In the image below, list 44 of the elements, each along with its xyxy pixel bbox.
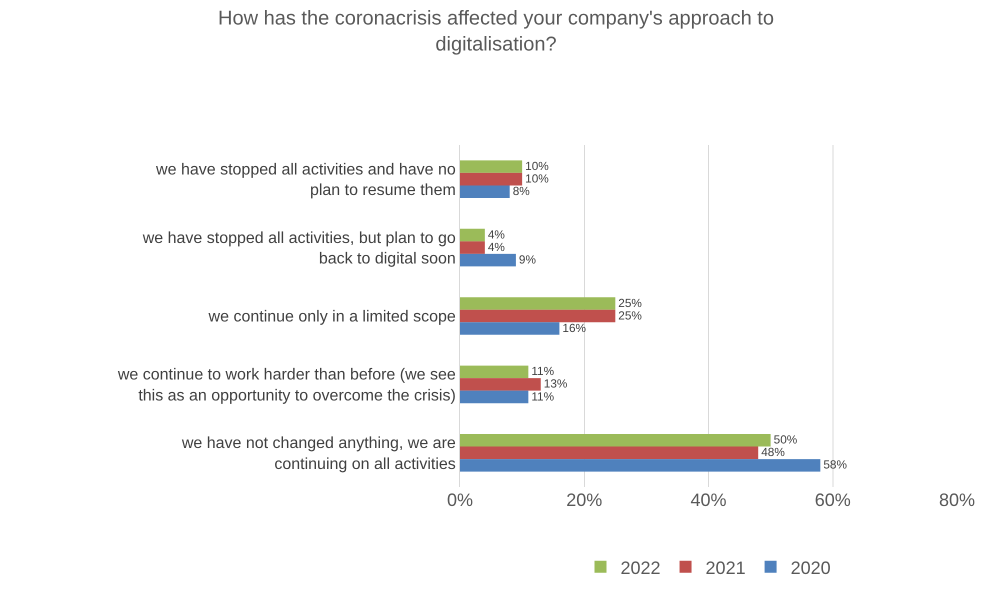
legend-label: 2022 <box>620 558 661 578</box>
bar <box>460 228 485 242</box>
bar <box>460 322 560 335</box>
bar <box>460 459 820 472</box>
bar <box>460 378 541 391</box>
bar <box>460 254 516 266</box>
y-tick-label: we continue to work harder than before (we see this as an opportunity to overcome the crisis) <box>116 366 456 404</box>
bar <box>460 446 758 460</box>
x-tick-label: 0% <box>446 490 474 510</box>
data-label: 25% <box>618 308 642 322</box>
bar <box>460 434 771 447</box>
chart-title: How has the coronacrisis affected your company's approach to digitalisation? <box>218 7 774 56</box>
data-label: 16% <box>562 320 587 335</box>
data-label: 9% <box>518 252 536 266</box>
y-tick-label: we have not changed anything, we are continuing on all activities <box>180 435 456 473</box>
x-tick-label: 60% <box>814 490 851 510</box>
y-tick-label: we have stopped all activities, but plan to go back to digital soon <box>142 230 456 268</box>
x-tick-label: 20% <box>566 490 602 510</box>
data-label: 25% <box>618 296 642 310</box>
bar <box>460 160 522 173</box>
data-label: 8% <box>512 184 530 198</box>
x-tick-label: 80% <box>938 490 976 510</box>
data-label: 58% <box>823 458 848 472</box>
data-label: 13% <box>544 376 568 391</box>
data-label: 10% <box>525 158 550 173</box>
y-tick-label: we have stopped all activities and have no plan to resume them <box>155 161 456 200</box>
y-tick-label: we continue only in a limited scope <box>208 308 456 326</box>
x-tick-label: 40% <box>690 490 727 510</box>
data-label: 4% <box>488 240 506 254</box>
bar <box>460 241 485 254</box>
data-label: 48% <box>761 445 786 460</box>
data-label: 11% <box>531 389 555 404</box>
data-label: 10% <box>525 172 550 186</box>
bar <box>460 297 616 310</box>
data-label: 4% <box>488 227 506 242</box>
bar <box>460 185 510 198</box>
bar <box>460 366 528 378</box>
bar <box>460 310 616 322</box>
data-label: 11% <box>531 364 555 378</box>
bar <box>460 172 522 186</box>
data-label: 50% <box>774 432 798 447</box>
bar <box>460 390 528 404</box>
legend-label: 2021 <box>706 558 746 578</box>
legend-label: 2020 <box>790 558 831 578</box>
